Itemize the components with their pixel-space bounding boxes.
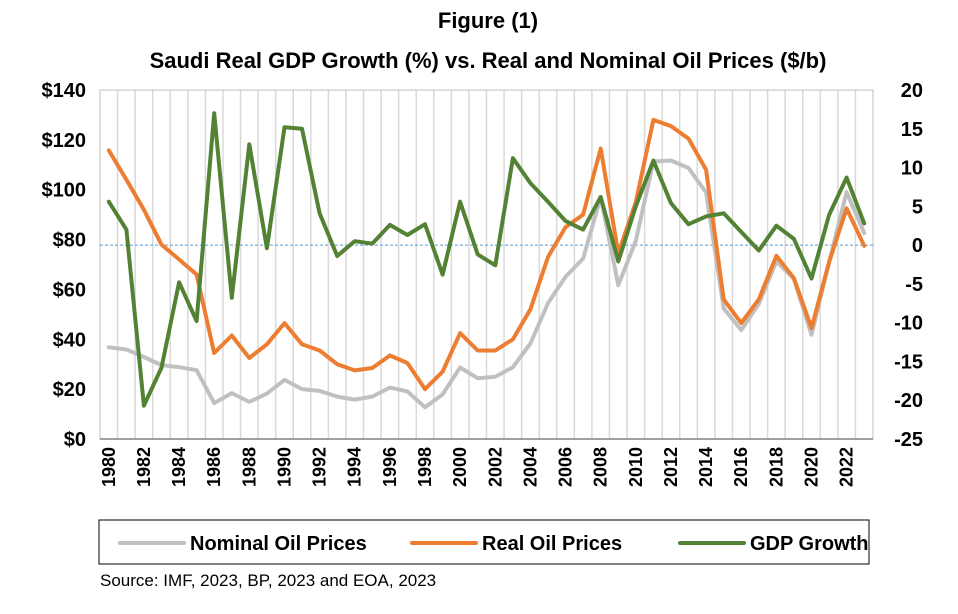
x-tick-label: 2016 xyxy=(731,447,751,487)
legend-label-nominal-oil-prices: Nominal Oil Prices xyxy=(190,533,367,555)
y-left-tick-label: $40 xyxy=(53,329,86,351)
x-tick-label: 1996 xyxy=(380,447,400,487)
x-tick-label: 2020 xyxy=(802,447,822,487)
y-right-tick-label: 10 xyxy=(901,158,923,180)
y-right-tick-label: 5 xyxy=(912,196,923,218)
y-right-tick-label: -5 xyxy=(905,274,923,296)
x-tick-label: 2006 xyxy=(556,447,576,487)
series-line-gdp-growth xyxy=(106,111,867,408)
series-line-nominal-oil-prices xyxy=(106,158,867,410)
x-tick-label: 1988 xyxy=(239,447,259,487)
x-tick-label: 1986 xyxy=(204,447,224,487)
x-tick-label: 1984 xyxy=(169,447,189,487)
x-tick-label: 1992 xyxy=(310,447,330,487)
x-tick-label: 1980 xyxy=(99,447,119,487)
y-left-tick-label: $100 xyxy=(42,180,87,202)
y-left-tick-label: $0 xyxy=(64,429,86,451)
x-axis-ticks: 1980 1982 1984 1986 1988 1990 1992 1994 1996 1998… xyxy=(99,447,857,487)
x-tick-label: 2014 xyxy=(696,447,716,487)
x-tick-label: 1998 xyxy=(415,447,435,487)
x-tick-label: 1994 xyxy=(345,447,365,487)
x-tick-label: 2002 xyxy=(485,447,505,487)
chart-subtitle: Saudi Real GDP Growth (%) vs. Real and N… xyxy=(150,48,827,73)
series-line-real-oil-prices xyxy=(106,117,867,392)
x-tick-label: 2008 xyxy=(591,447,611,487)
y-left-tick-label: $20 xyxy=(53,379,86,401)
y-right-tick-label: 15 xyxy=(901,119,923,141)
vertical-gridlines xyxy=(116,90,857,439)
x-tick-label: 2018 xyxy=(766,447,786,487)
x-tick-label: 2010 xyxy=(626,447,646,487)
y-axis-right-ticks: -25 -20 -15 -10 -5 0 5 10 15 20 xyxy=(894,80,923,451)
y-right-tick-label: 0 xyxy=(912,235,923,257)
y-right-tick-label: -10 xyxy=(894,313,923,335)
legend-label-real-oil-prices: Real Oil Prices xyxy=(482,533,622,555)
x-tick-label: 2000 xyxy=(450,447,470,487)
y-right-tick-label: -25 xyxy=(894,429,923,451)
chart-title: Figure (1) xyxy=(438,8,538,33)
y-left-tick-label: $60 xyxy=(53,279,86,301)
x-tick-label: 2004 xyxy=(520,447,540,487)
x-tick-label: 2012 xyxy=(661,447,681,487)
y-left-tick-label: $120 xyxy=(42,130,87,152)
x-tick-label: 1982 xyxy=(134,447,154,487)
y-left-tick-label: $140 xyxy=(42,80,87,102)
y-right-tick-label: -15 xyxy=(894,351,923,373)
x-tick-label: 1990 xyxy=(274,447,294,487)
y-right-tick-label: 20 xyxy=(901,80,923,102)
y-right-tick-label: -20 xyxy=(894,390,923,412)
series-lines xyxy=(106,111,867,410)
x-tick-label: 2022 xyxy=(837,447,857,487)
y-axis-left-ticks: $0 $20 $40 $60 $80 $100 $120 $140 xyxy=(42,80,87,451)
y-left-tick-label: $80 xyxy=(53,230,86,252)
legend: Nominal Oil Prices Real Oil Prices GDP Gro… xyxy=(98,519,870,565)
source-note: Source: IMF, 2023, BP, 2023 and EOA, 202… xyxy=(100,571,436,590)
legend-label-gdp-growth: GDP Growth xyxy=(750,533,869,555)
plot-area xyxy=(99,89,874,440)
